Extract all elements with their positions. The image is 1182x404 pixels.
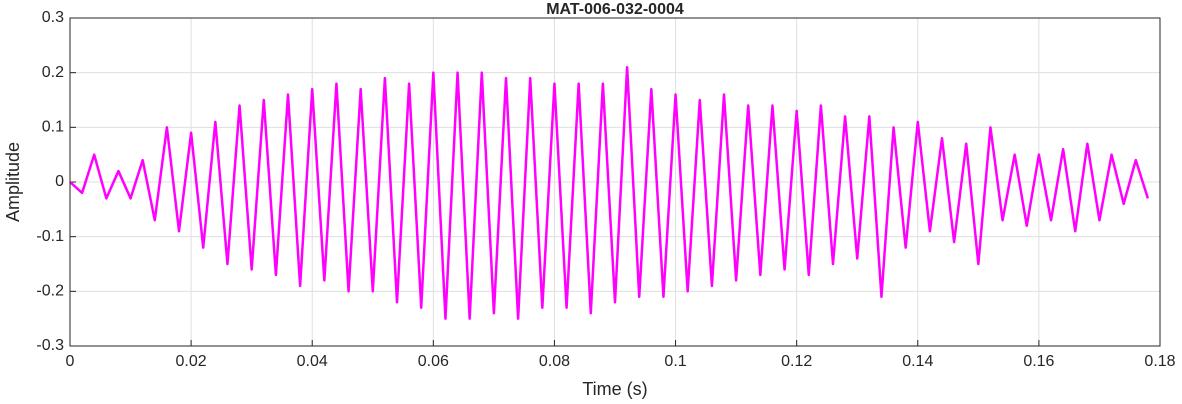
plot-frame	[69, 17, 1161, 347]
x-tick-label: 0.12	[781, 353, 812, 370]
y-tick-label: 0.3	[42, 9, 64, 26]
x-tick-label: 0.14	[902, 353, 933, 370]
waveform-line	[69, 65, 1150, 320]
x-axis-label: Time (s)	[582, 379, 647, 399]
x-tick-label: 0.1	[664, 353, 686, 370]
y-tick-label: 0.2	[42, 64, 64, 81]
y-axis-label: Amplitude	[3, 142, 23, 222]
y-tick-label: -0.2	[36, 283, 64, 300]
x-tick-label: 0.08	[539, 353, 570, 370]
y-tick-label: -0.1	[36, 228, 64, 245]
x-tick-label: 0.02	[176, 353, 207, 370]
x-tick-label: 0.16	[1023, 353, 1054, 370]
x-tick-label: 0.04	[297, 353, 328, 370]
y-tick-label: 0	[55, 173, 64, 190]
x-tick-label: 0	[66, 353, 75, 370]
x-tick-label: 0.18	[1144, 353, 1175, 370]
y-tick-label: -0.3	[36, 337, 64, 354]
x-tick-label: 0.06	[418, 353, 449, 370]
chart-title: MAT-006-032-0004	[546, 1, 684, 18]
y-tick-label: 0.1	[42, 119, 64, 136]
